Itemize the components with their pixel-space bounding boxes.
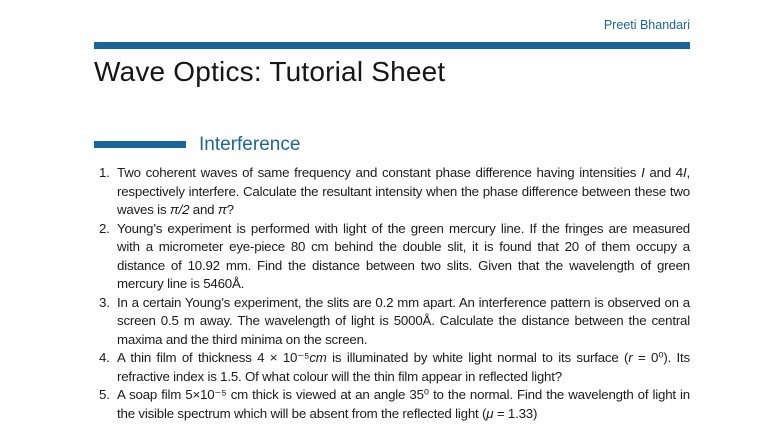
problem-text: Young’s experiment is performed with lig… [117, 220, 690, 292]
problem-number: 3. [99, 294, 110, 310]
problem-number: 5. [99, 387, 110, 402]
page-title: Wave Optics: Tutorial Sheet [94, 56, 446, 87]
problem-item: 5. A soap film 5×10⁻⁵ cm thick is viewed … [94, 386, 690, 423]
problem-text: A soap film 5×10⁻⁵ cm thick is viewed at… [117, 387, 690, 421]
problem-number: 4. [99, 350, 110, 365]
section-label: Interference [199, 134, 301, 155]
problem-number: 1. [99, 165, 110, 180]
section-bar [94, 141, 186, 148]
problem-list: 1. Two coherent waves of same frequency a… [94, 164, 690, 423]
problem-item: 1. Two coherent waves of same frequency a… [94, 164, 690, 220]
problem-item: 2. Young’s experiment is performed with l… [94, 220, 690, 294]
header-rule [94, 42, 690, 49]
problem-text: Two coherent waves of same frequency and… [117, 165, 690, 217]
author-name: Preeti Bhandari [603, 18, 690, 32]
section-heading: Interference [94, 133, 690, 156]
problem-item: 4. A thin film of thickness 4 × 10⁻⁵cm is… [94, 349, 690, 386]
problem-item: 3. In a certain Young’s experiment, the s… [94, 294, 690, 350]
problem-text: In a certain Young’s experiment, the sli… [117, 294, 690, 347]
problem-text: A thin film of thickness 4 × 10⁻⁵cm is i… [117, 350, 690, 384]
problem-number: 2. [99, 220, 110, 236]
